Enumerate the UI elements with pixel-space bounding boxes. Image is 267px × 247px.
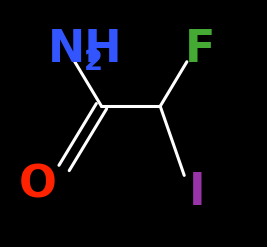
Text: O: O	[18, 164, 56, 207]
Text: I: I	[189, 171, 206, 214]
Text: F: F	[185, 28, 215, 71]
Text: NH: NH	[48, 28, 123, 71]
Text: 2: 2	[84, 48, 103, 76]
